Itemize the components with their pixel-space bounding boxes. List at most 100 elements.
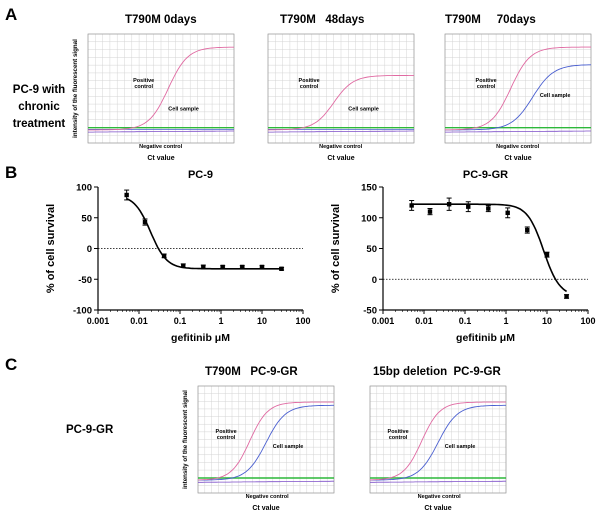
y-tick-label: -50 bbox=[78, 275, 92, 286]
row-label-line: chronic bbox=[18, 101, 60, 113]
y-tick-label: 0 bbox=[87, 244, 92, 255]
y-tick-label: 50 bbox=[81, 213, 92, 224]
baseline-curve bbox=[445, 130, 591, 133]
data-point bbox=[564, 294, 569, 299]
y-tick-label: 150 bbox=[361, 183, 377, 194]
positive-control-curve bbox=[197, 401, 334, 481]
x-axis-label: Ct value bbox=[327, 155, 354, 162]
row-label-c: PC-9-GR bbox=[66, 424, 114, 436]
x-axis-label: Ct value bbox=[147, 155, 174, 162]
data-point bbox=[486, 206, 491, 211]
qpcr-title-c1: T790M PC-9-GR bbox=[205, 366, 298, 378]
baseline-curve bbox=[88, 130, 234, 133]
x-axis-label: Ct value bbox=[504, 155, 531, 162]
y-tick-label: -50 bbox=[363, 306, 377, 317]
fit-curve bbox=[411, 203, 568, 293]
data-point bbox=[525, 227, 530, 233]
y-axis-label: % of cell survival bbox=[45, 204, 57, 293]
grid bbox=[267, 33, 415, 144]
qpcr-plot-a1: Positive control Cell sample Negative contr… bbox=[72, 33, 235, 162]
chart-title: PC-9 bbox=[188, 169, 213, 181]
negative-control-label: Negative control bbox=[139, 144, 183, 150]
x-tick-label: 100 bbox=[580, 316, 595, 326]
y-axis-label: % of cell survival bbox=[330, 204, 342, 293]
y-axis-label: intensity of the fluorescent signal bbox=[182, 390, 189, 489]
cell-sample-label: Cell sample bbox=[348, 106, 379, 112]
grid bbox=[197, 385, 335, 494]
positive-control-label: Positive control bbox=[476, 78, 497, 90]
positive-control-label: Positive control bbox=[299, 78, 320, 90]
plot-frame bbox=[87, 33, 235, 144]
chart-title: PC-9-GR bbox=[463, 169, 508, 181]
plot-frame bbox=[369, 385, 507, 494]
x-tick-label: 0.01 bbox=[415, 316, 433, 326]
panel-letter-c: C bbox=[5, 355, 18, 374]
baseline-curve bbox=[268, 130, 414, 133]
fit-curve bbox=[126, 197, 282, 270]
qpcr-title-a1: T790M 0days bbox=[125, 14, 197, 26]
row-label-line: PC-9 with bbox=[12, 84, 66, 96]
cell-sample-curve bbox=[445, 64, 591, 131]
positive-control-label: Positive control bbox=[133, 78, 154, 90]
x-axis-label: gefitinib μM bbox=[456, 332, 515, 344]
x-axis-label: Ct value bbox=[252, 505, 279, 512]
data-point bbox=[240, 264, 245, 270]
qpcr-plot-c1: Positive control Cell sample Negative contr… bbox=[182, 385, 335, 512]
cell-sample-label: Cell sample bbox=[445, 444, 476, 450]
data-point bbox=[181, 263, 186, 268]
x-tick-label: 1 bbox=[218, 316, 223, 326]
x-tick-label: 0.1 bbox=[174, 316, 187, 326]
positive-control-curve bbox=[267, 74, 414, 131]
dose-chart-pc9: PC-9 -100 -50 0 50 100 0.001 0.01 0.1 1 10 100 gefit… bbox=[45, 169, 311, 344]
data-point bbox=[220, 264, 225, 270]
data-point bbox=[142, 219, 148, 225]
plot-frame bbox=[444, 33, 592, 144]
qpcr-title-a2: T790M 48days bbox=[280, 14, 365, 26]
negative-control-label: Negative control bbox=[246, 494, 290, 500]
row-label-a: PC-9 with chronic treatment bbox=[0, 82, 78, 133]
negative-control-label: Negative control bbox=[418, 494, 462, 500]
y-tick-label: 100 bbox=[76, 183, 92, 194]
positive-control-curve bbox=[88, 46, 234, 131]
data-point bbox=[544, 252, 550, 257]
data-point bbox=[161, 253, 167, 259]
qpcr-title-c2: 15bp deletion PC-9-GR bbox=[373, 366, 501, 378]
x-tick-label: 100 bbox=[295, 316, 310, 326]
x-tick-label: 0.1 bbox=[459, 316, 472, 326]
data-point bbox=[124, 192, 129, 198]
positive-control-label: Positive control bbox=[388, 429, 409, 441]
cell-sample-label: Cell sample bbox=[540, 93, 571, 99]
plot-frame bbox=[267, 33, 415, 144]
panel-letter-a: A bbox=[5, 5, 18, 24]
y-tick-label: 50 bbox=[366, 244, 377, 255]
data-point bbox=[427, 209, 433, 214]
x-axis-label: gefitinib μM bbox=[171, 332, 230, 344]
cell-sample-label: Cell sample bbox=[168, 106, 199, 112]
data-point bbox=[279, 266, 284, 271]
data-point bbox=[201, 264, 206, 270]
row-label-line: treatment bbox=[12, 118, 66, 130]
data-point bbox=[446, 202, 452, 207]
qpcr-plot-a2: Positive control Cell sample Negative contr… bbox=[267, 33, 415, 162]
data-point bbox=[466, 204, 471, 209]
plot-frame bbox=[197, 385, 335, 494]
x-tick-label: 10 bbox=[542, 316, 552, 326]
y-tick-label: 0 bbox=[372, 275, 377, 286]
x-tick-label: 0.001 bbox=[372, 316, 395, 326]
data-point bbox=[505, 210, 510, 216]
positive-control-curve bbox=[445, 46, 591, 131]
x-axis-label: Ct value bbox=[424, 505, 451, 512]
qpcr-plot-a3: Positive control Cell sample Negative contr… bbox=[444, 33, 592, 162]
grid bbox=[444, 33, 592, 144]
grid bbox=[87, 33, 235, 144]
cell-sample-curve bbox=[370, 404, 506, 481]
qpcr-plot-c2: Positive control Cell sample Negative contr… bbox=[369, 385, 507, 512]
x-tick-label: 10 bbox=[257, 316, 267, 326]
y-axis-label: intensity of the fluorescent signal bbox=[72, 39, 79, 138]
negative-control-label: Negative control bbox=[319, 144, 363, 150]
qpcr-title-a3: T790M 70days bbox=[445, 14, 536, 26]
negative-control-label: Negative control bbox=[496, 144, 540, 150]
x-tick-label: 0.01 bbox=[130, 316, 148, 326]
panel-letter-b: B bbox=[5, 163, 18, 182]
data-point bbox=[259, 264, 265, 270]
